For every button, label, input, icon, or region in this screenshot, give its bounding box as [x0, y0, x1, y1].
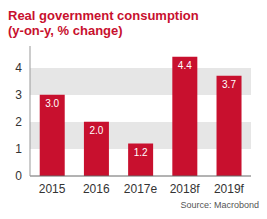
svg-text:4: 4 — [15, 61, 22, 75]
svg-text:1: 1 — [15, 142, 22, 156]
svg-text:3.7: 3.7 — [222, 79, 236, 90]
html-text:Real government consumption: Real government consumption — [8, 8, 199, 23]
svg-text:2.0: 2.0 — [89, 125, 103, 136]
svg-text:2017e: 2017e — [124, 182, 158, 196]
svg-text:2: 2 — [15, 115, 22, 129]
svg-text:3.0: 3.0 — [45, 98, 59, 109]
html-text:Source: Macrobond: Source: Macrobond — [180, 200, 259, 210]
svg-text:2018f: 2018f — [170, 182, 201, 196]
html-text:(y-on-y, % change): (y-on-y, % change) — [8, 23, 123, 38]
svg-text:1.2: 1.2 — [134, 147, 148, 158]
svg-text:4.4: 4.4 — [178, 60, 192, 71]
svg-text:0: 0 — [15, 169, 22, 183]
svg-text:3: 3 — [15, 88, 22, 102]
svg-text:2016: 2016 — [83, 182, 110, 196]
svg-text:2015: 2015 — [39, 182, 66, 196]
svg-text:2019f: 2019f — [214, 182, 245, 196]
